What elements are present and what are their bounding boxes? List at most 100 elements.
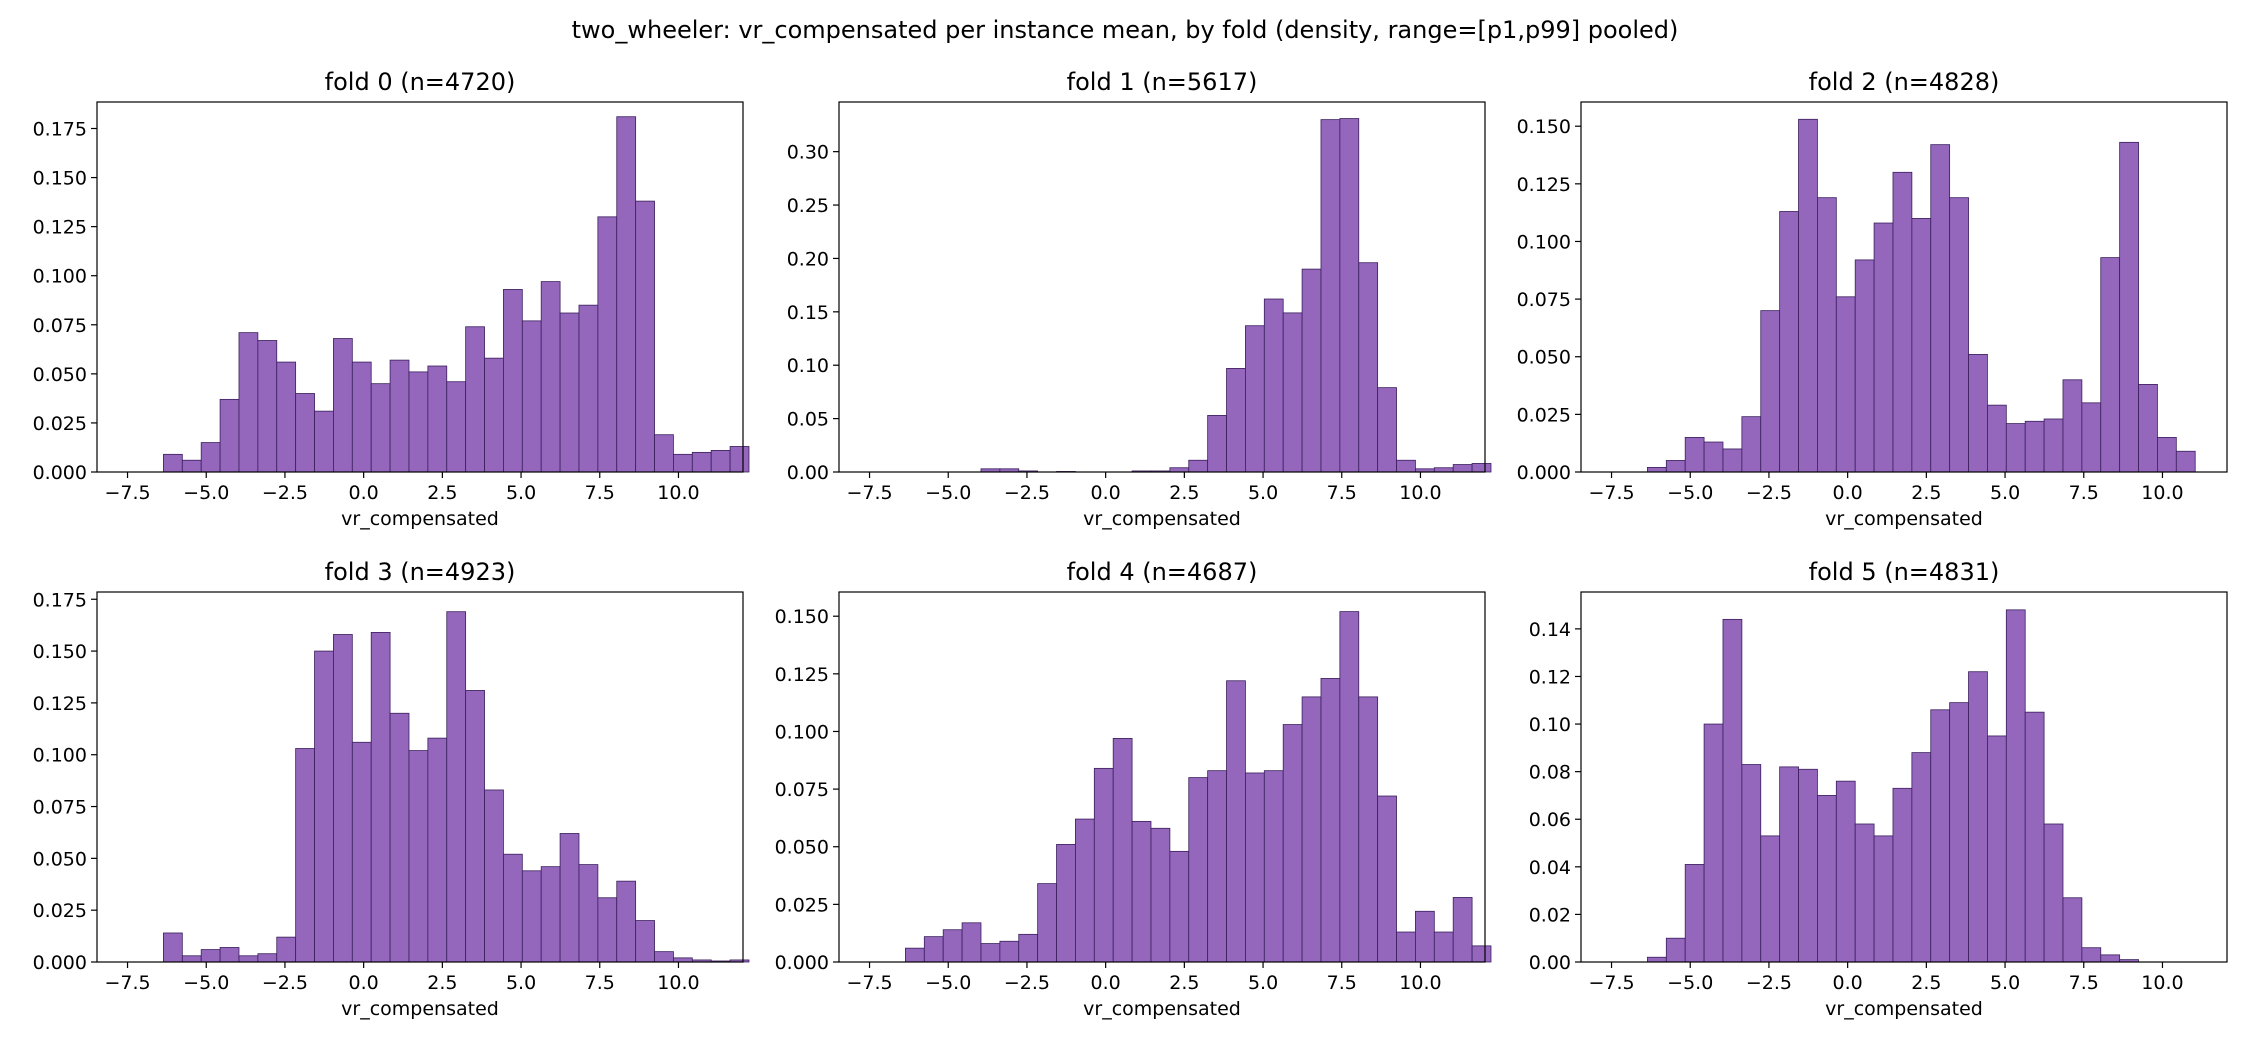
histogram-bar bbox=[333, 634, 353, 963]
histogram-bar bbox=[1798, 768, 1818, 963]
histogram-bar bbox=[559, 833, 580, 963]
histogram-bar bbox=[654, 434, 674, 473]
x-tick-label: 10.0 bbox=[1399, 482, 1441, 504]
histogram-bar bbox=[729, 446, 750, 473]
x-tick-label: −7.5 bbox=[104, 972, 150, 994]
histogram-bar bbox=[1949, 702, 1969, 963]
histogram-bar bbox=[257, 953, 278, 963]
x-tick-label: 2.5 bbox=[427, 482, 457, 504]
histogram-bar bbox=[999, 940, 1020, 963]
histogram-bar bbox=[2100, 257, 2121, 473]
histogram-bar bbox=[597, 216, 618, 473]
histogram-bar bbox=[1377, 795, 1397, 963]
histogram-bar bbox=[427, 737, 448, 963]
histogram-bar bbox=[389, 359, 410, 473]
histogram-bar bbox=[1968, 671, 1988, 963]
histogram-bar bbox=[597, 897, 618, 963]
histogram-bars bbox=[163, 116, 750, 473]
y-tick-label: 0.00 bbox=[1529, 952, 1571, 974]
histogram-bar bbox=[1282, 724, 1303, 963]
x-tick-label: 2.5 bbox=[1911, 972, 1941, 994]
histogram-bar bbox=[1722, 618, 1743, 963]
y-tick-label: 0.125 bbox=[775, 664, 829, 686]
histogram-bar bbox=[1647, 466, 1667, 473]
histogram-bar bbox=[1301, 268, 1322, 473]
histogram-bar bbox=[1911, 752, 1932, 963]
y-tick-label: 0.06 bbox=[1529, 809, 1571, 831]
histogram-bar bbox=[1817, 197, 1837, 473]
axes-frame bbox=[1580, 591, 2228, 963]
histogram-bar bbox=[370, 632, 391, 963]
histogram-bar bbox=[1835, 780, 1856, 963]
x-axis-label: vr_compensated bbox=[1825, 508, 1983, 530]
histogram-bar bbox=[1169, 850, 1190, 963]
x-tick-label: −2.5 bbox=[1004, 972, 1050, 994]
x-tick-label: 5.0 bbox=[1990, 972, 2020, 994]
histogram-bar bbox=[2081, 947, 2102, 963]
axes-frame bbox=[838, 101, 1486, 473]
histogram-bar bbox=[1226, 680, 1246, 963]
histogram-bar bbox=[1131, 820, 1152, 963]
histogram-bar bbox=[1320, 678, 1341, 963]
histogram-bar bbox=[1987, 735, 2007, 963]
histogram-bar bbox=[219, 947, 240, 963]
axes-frame bbox=[1580, 101, 2228, 473]
subplot-fold-0: fold 0 (n=4720) −7.5 −5.0 −2.5 0.0 2.5 5.0 7.5 1… bbox=[33, 68, 750, 530]
histogram-bar bbox=[2119, 141, 2139, 473]
histogram-bar bbox=[1873, 835, 1894, 963]
histogram-bar bbox=[1798, 118, 1818, 473]
y-tick-label: 0.050 bbox=[33, 364, 87, 386]
histogram-bar bbox=[1684, 437, 1705, 473]
x-tick-label: −5.0 bbox=[1667, 482, 1713, 504]
y-tick-label: 0.08 bbox=[1529, 762, 1571, 784]
histogram-bar bbox=[1760, 835, 1781, 963]
histogram-bar bbox=[408, 371, 429, 473]
histogram-bar bbox=[1892, 171, 1913, 473]
y-tick-label: 0.000 bbox=[33, 462, 87, 484]
y-tick-label: 0.15 bbox=[787, 302, 829, 324]
histogram-bar bbox=[314, 410, 334, 473]
histogram-bar bbox=[351, 741, 372, 963]
x-tick-label: 5.0 bbox=[1248, 972, 1278, 994]
histogram-bars bbox=[905, 611, 1492, 963]
x-tick-label: −5.0 bbox=[183, 972, 229, 994]
histogram-bar bbox=[1873, 222, 1894, 473]
histogram-bar bbox=[1722, 448, 1743, 473]
x-tick-label: −2.5 bbox=[1746, 482, 1792, 504]
histogram-bar bbox=[503, 289, 523, 473]
y-tick-label: 0.05 bbox=[787, 409, 829, 431]
y-tick-label: 0.025 bbox=[33, 900, 87, 922]
histogram-bar bbox=[465, 690, 485, 963]
histogram-bar bbox=[181, 459, 202, 473]
histogram-bar bbox=[1301, 696, 1322, 963]
histogram-bar bbox=[257, 340, 278, 473]
y-tick-label: 0.10 bbox=[787, 355, 829, 377]
x-axis-label: vr_compensated bbox=[1083, 998, 1241, 1020]
histogram-bar bbox=[238, 955, 259, 963]
axes-frame bbox=[96, 591, 744, 963]
histogram-bar bbox=[1018, 933, 1039, 963]
histogram-bar bbox=[905, 947, 925, 963]
histogram-bar bbox=[540, 281, 561, 473]
histogram-bar bbox=[163, 932, 183, 963]
subplot-title: fold 5 (n=4831) bbox=[1809, 558, 2000, 586]
x-tick-label: 0.0 bbox=[1833, 972, 1863, 994]
histogram-bar bbox=[2024, 420, 2045, 473]
histogram-bar bbox=[1987, 404, 2007, 473]
x-tick-label: 0.0 bbox=[1833, 482, 1863, 504]
histogram-bar bbox=[1358, 696, 1379, 963]
x-tick-label: −5.0 bbox=[925, 482, 971, 504]
histogram-bar bbox=[276, 936, 297, 963]
histogram-bar bbox=[238, 332, 259, 473]
histogram-bar bbox=[1263, 770, 1284, 963]
y-tick-label: 0.000 bbox=[775, 952, 829, 974]
x-tick-label: 0.0 bbox=[1091, 972, 1121, 994]
x-tick-label: 7.5 bbox=[1327, 482, 1357, 504]
histogram-bar bbox=[295, 393, 315, 473]
histogram-bar bbox=[1075, 818, 1095, 963]
subplot-title: fold 3 (n=4923) bbox=[325, 558, 516, 586]
histogram-bar bbox=[616, 880, 637, 963]
y-tick-label: 0.050 bbox=[1517, 347, 1571, 369]
x-tick-label: 10.0 bbox=[2141, 482, 2183, 504]
y-tick-label: 0.050 bbox=[33, 848, 87, 870]
